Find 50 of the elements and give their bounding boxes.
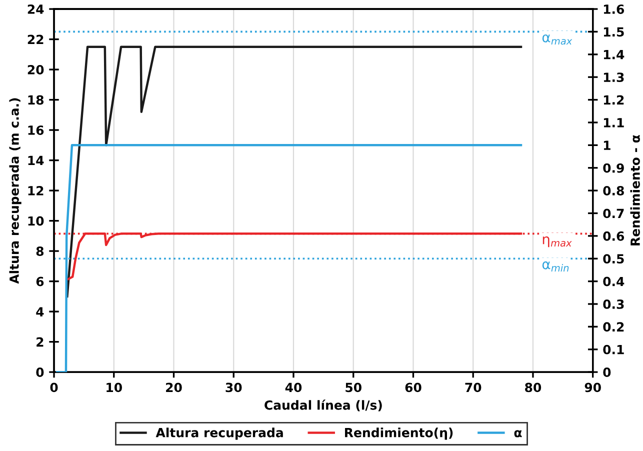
legend-label: α — [514, 430, 522, 438]
y-tick-label: 4 — [36, 307, 44, 316]
line-series — [66, 46, 522, 298]
y2-tick-label: 0.9 — [603, 163, 624, 173]
x-tick-label: 30 — [226, 382, 242, 392]
y-tick-label: 24 — [28, 4, 44, 14]
y2-tick-label: 0 — [603, 368, 611, 377]
legend-label: Rendimiento(η) — [345, 428, 453, 440]
y2-tick-label: 1 — [604, 140, 610, 150]
y-tick-label: 0 — [36, 368, 44, 377]
y2-tick-label: 1.1 — [604, 118, 624, 128]
y-tick-label: 8 — [36, 246, 44, 256]
x-tick-label: 0 — [50, 382, 58, 392]
y2-tick-label: 0.1 — [603, 344, 624, 354]
y2-tick-label: 0.8 — [603, 186, 624, 196]
y-tick-label: 14 — [28, 156, 44, 166]
ref-line-label: α$_{min}$ — [542, 261, 569, 272]
x-tick-label: 50 — [346, 382, 362, 392]
x-tick-label: 70 — [465, 382, 482, 392]
y2-tick-label: 0.6 — [603, 231, 624, 241]
y2-tick-label: 0.5 — [603, 254, 624, 264]
y-tick-label: 16 — [28, 126, 44, 135]
x-tick-label: 10 — [106, 382, 122, 392]
y2-tick-label: 1.2 — [604, 95, 624, 105]
y2-tick-label: 0.2 — [603, 322, 624, 332]
y2-tick-label: 1.4 — [604, 50, 624, 60]
y-tick-label: 20 — [28, 65, 44, 74]
x-tick-label: 90 — [584, 382, 601, 392]
y-tick-label: 22 — [28, 34, 44, 44]
y-axis-title: Altura recuperada (m c.a.) — [9, 98, 22, 284]
x-tick-label: 80 — [525, 382, 542, 392]
y2-tick-label: 1.5 — [604, 27, 624, 37]
y-tick-label: 10 — [28, 216, 44, 226]
y-tick-label: 6 — [36, 276, 44, 286]
y-tick-label: 12 — [28, 186, 44, 196]
y2-axis-title: Rendimiento - α — [630, 135, 640, 246]
x-tick-label: 40 — [285, 382, 302, 392]
x-tick-label: 20 — [166, 382, 182, 392]
y2-tick-label: 0.7 — [603, 208, 624, 218]
y2-tick-label: 0.3 — [603, 299, 624, 309]
y-tick-label: 18 — [28, 95, 44, 105]
y2-tick-label: 0.4 — [603, 276, 624, 286]
y2-tick-label: 1.3 — [604, 72, 624, 82]
y2-tick-label: 1.6 — [604, 4, 624, 14]
legend-label: Altura recuperada — [156, 428, 283, 440]
x-axis-title: Caudal línea (l/s) — [264, 400, 382, 412]
ref-line-label: α$_{max}$ — [542, 34, 572, 45]
x-tick-label: 60 — [405, 382, 422, 392]
y-tick-label: 2 — [36, 337, 44, 347]
ref-line-label: η$_{max}$ — [542, 236, 572, 248]
